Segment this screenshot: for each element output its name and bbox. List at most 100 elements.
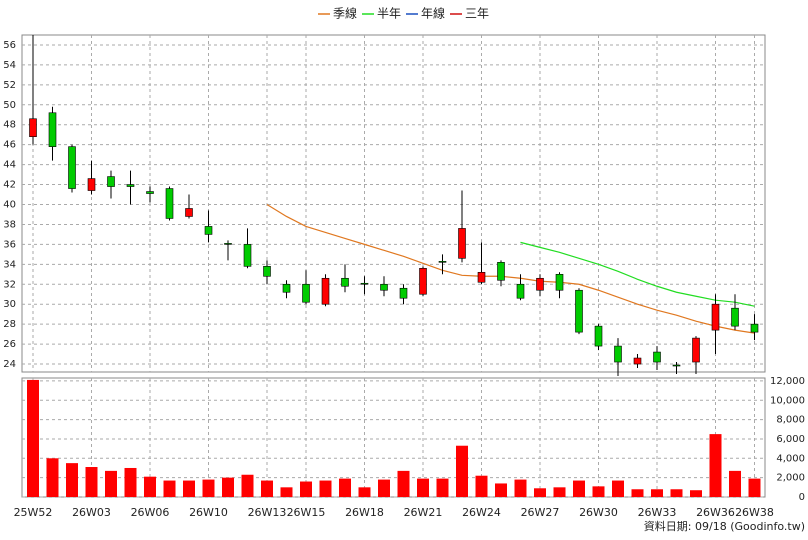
candle-body xyxy=(146,191,154,194)
candle-body xyxy=(614,345,622,363)
candle-body xyxy=(360,282,369,285)
legend-label: 三年 xyxy=(465,7,489,21)
x-tick-label: 26W38 xyxy=(735,506,774,519)
volume-bar xyxy=(202,479,215,497)
candle-body xyxy=(594,325,603,347)
volume-tick-label: 2,000 xyxy=(776,473,805,484)
volume-bar xyxy=(631,489,644,497)
y-tick-label: 46 xyxy=(3,140,16,151)
candle-body xyxy=(575,289,583,333)
x-tick-label: 26W13 xyxy=(248,506,287,519)
volume-bar xyxy=(397,470,410,497)
volume-tick-label: 12,000 xyxy=(770,376,805,387)
volume-bar xyxy=(85,467,98,497)
candle-body xyxy=(204,226,213,235)
candle-body xyxy=(224,243,232,245)
y-tick-label: 40 xyxy=(3,199,16,210)
volume-bar xyxy=(456,445,468,497)
volume-bar xyxy=(319,480,332,497)
y-tick-label: 26 xyxy=(3,339,16,350)
candle-body xyxy=(380,283,388,291)
candle-body xyxy=(107,176,115,187)
x-tick-label: 26W10 xyxy=(189,506,228,519)
volume-bar xyxy=(300,481,312,497)
volume-bar xyxy=(553,487,566,497)
candle-body xyxy=(653,351,661,363)
candle-body xyxy=(633,357,642,365)
candle-body xyxy=(711,303,720,331)
volume-bar xyxy=(280,487,293,497)
volume-bar xyxy=(27,379,39,497)
candle-body xyxy=(185,208,193,217)
x-tick-label: 25W52 xyxy=(14,506,53,519)
volume-bar xyxy=(514,479,527,497)
volume-bar xyxy=(124,467,137,497)
price-frame xyxy=(21,34,766,373)
volume-bar xyxy=(358,487,371,497)
x-tick-label: 26W24 xyxy=(462,506,501,519)
footer: 資料日期: 09/18 (Goodinfo.tw) xyxy=(644,519,805,533)
volume-bar xyxy=(105,470,117,497)
y-tick-label: 28 xyxy=(3,319,16,330)
candle-body xyxy=(477,271,486,283)
volume-bar xyxy=(66,463,78,497)
volume-bar xyxy=(612,480,624,497)
volume-bar xyxy=(144,476,156,497)
volume-bar xyxy=(573,480,585,497)
candle-body xyxy=(672,364,681,367)
volume-tick-label: 6,000 xyxy=(776,434,805,445)
candle-body xyxy=(243,244,252,267)
candle-body xyxy=(126,184,135,187)
candle-body xyxy=(302,283,310,303)
volume-bar xyxy=(670,489,683,497)
candle-body xyxy=(731,307,739,327)
ma-line xyxy=(520,241,755,307)
candle-body xyxy=(87,178,96,191)
candle-body xyxy=(321,277,330,305)
candle-body xyxy=(282,283,291,293)
volume-bar xyxy=(534,488,546,497)
y-tick-label: 36 xyxy=(3,239,16,250)
volume-bar xyxy=(261,480,273,497)
candle-body xyxy=(341,277,349,287)
volume-frame xyxy=(21,377,766,498)
volume-tick-label: 0 xyxy=(799,492,805,503)
volume-bar xyxy=(475,475,488,497)
volume-bar xyxy=(436,478,449,497)
ma-line xyxy=(266,203,755,334)
candle-body xyxy=(536,277,544,291)
volume-bar xyxy=(339,478,351,497)
legend: 季線 半年 年線 三年 xyxy=(318,6,489,21)
x-tick-label: 26W30 xyxy=(579,506,618,519)
candle-body xyxy=(750,323,759,333)
volume-bar xyxy=(378,479,390,497)
candle-body xyxy=(29,118,37,137)
legend-label: 季線 xyxy=(333,6,357,21)
candle-body xyxy=(692,337,700,363)
y-tick-label: 52 xyxy=(3,80,16,91)
candle-body xyxy=(458,228,466,259)
candle-body xyxy=(48,112,57,147)
x-tick-label: 26W03 xyxy=(72,506,111,519)
y-tick-label: 34 xyxy=(3,259,16,270)
x-tick-label: 26W36 xyxy=(696,506,735,519)
x-tick-label: 26W27 xyxy=(521,506,560,519)
volume-bar xyxy=(651,489,663,497)
volume-bar xyxy=(495,483,507,497)
volume-bar xyxy=(729,470,741,497)
candle-body xyxy=(516,283,525,299)
candle-body xyxy=(399,287,408,299)
candle-body xyxy=(263,266,271,277)
y-tick-label: 44 xyxy=(3,160,16,171)
volume-bar xyxy=(709,434,722,497)
volume-bar xyxy=(417,478,429,497)
volume-tick-label: 10,000 xyxy=(770,395,805,406)
candle-body xyxy=(165,188,174,219)
y-tick-label: 42 xyxy=(3,180,16,191)
x-tick-label: 26W15 xyxy=(287,506,326,519)
volume-bar xyxy=(46,458,59,497)
x-tick-label: 26W06 xyxy=(131,506,170,519)
volume-bar xyxy=(241,474,254,497)
volume-bar xyxy=(690,490,702,497)
volume-bar xyxy=(183,480,195,497)
